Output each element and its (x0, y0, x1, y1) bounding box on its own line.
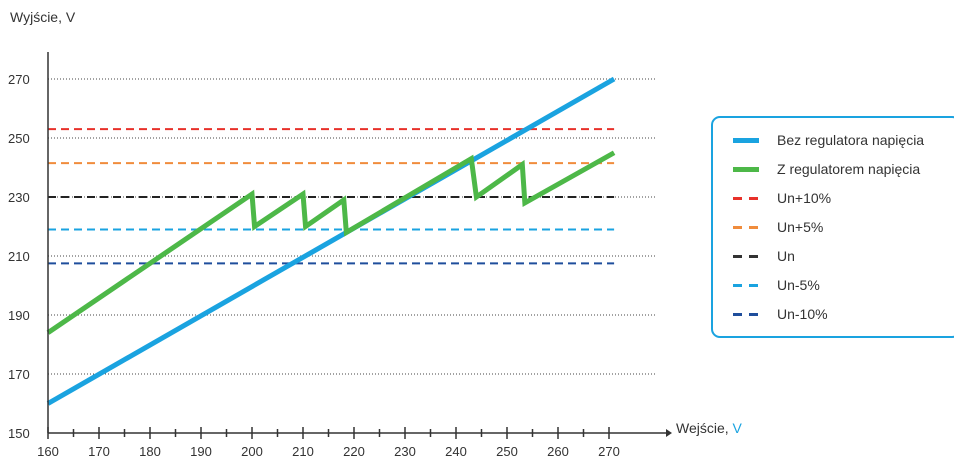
legend-entry: Un+10% (733, 188, 831, 208)
y-tick-label: 190 (8, 308, 30, 323)
x-tick-label: 270 (598, 444, 620, 459)
y-tick-label: 150 (8, 426, 30, 441)
legend-swatch (733, 283, 759, 287)
legend-swatch (733, 225, 759, 229)
legend-entry: Bez regulatora napięcia (733, 130, 924, 150)
legend-entry: Un-10% (733, 304, 828, 324)
x-tick-label: 200 (241, 444, 263, 459)
x-axis-title: Wejście, V (676, 420, 742, 436)
series-lines (46, 76, 616, 406)
x-tick-label: 240 (445, 444, 467, 459)
x-tick-label: 250 (496, 444, 518, 459)
x-tick-label: 210 (292, 444, 314, 459)
legend-label: Un+5% (777, 219, 824, 235)
legend-label: Un (777, 248, 795, 264)
legend-swatch (733, 166, 759, 172)
y-tick-label: 170 (8, 367, 30, 382)
y-tick-label: 230 (8, 190, 30, 205)
legend-entry: Un (733, 246, 795, 266)
legend-label: Z regulatorem napięcia (777, 161, 921, 177)
legend-swatch (733, 312, 759, 316)
y-axis-title: Wyjście, V (10, 9, 76, 25)
legend: Bez regulatora napięcia Z regulatorem nap… (711, 116, 954, 338)
x-axis-title-text: Wejście, (676, 420, 733, 436)
legend-label: Bez regulatora napięcia (777, 132, 925, 148)
legend-entry: Un-5% (733, 275, 820, 295)
legend-label: Un-10% (777, 306, 828, 322)
x-axis-title-unit: V (732, 420, 742, 436)
x-tick-label: 220 (343, 444, 365, 459)
y-tick-label: 250 (8, 131, 30, 146)
x-tick-label: 190 (190, 444, 212, 459)
x-tick-label: 260 (547, 444, 569, 459)
x-tick-label: 180 (139, 444, 161, 459)
legend-swatch (733, 254, 759, 258)
legend-swatch (733, 196, 759, 200)
x-tick-label: 230 (394, 444, 416, 459)
legend-entry: Z regulatorem napięcia (733, 159, 920, 179)
legend-swatch (733, 137, 759, 143)
legend-label: Un-5% (777, 277, 820, 293)
legend-label: Un+10% (777, 190, 832, 206)
tick-labels: 150 170 190 210 230 250 270 160 170 180 190 200 210 2… (8, 72, 620, 459)
x-axis-arrow (666, 429, 672, 437)
y-tick-label: 270 (8, 72, 30, 87)
reference-lines (48, 128, 615, 265)
series-line-1 (46, 76, 616, 406)
series-line-2 (46, 150, 616, 335)
x-tick-label: 160 (37, 444, 59, 459)
legend-entry: Un+5% (733, 217, 823, 237)
x-tick-label: 170 (88, 444, 110, 459)
axes (47, 52, 672, 439)
y-tick-label: 210 (8, 249, 30, 264)
